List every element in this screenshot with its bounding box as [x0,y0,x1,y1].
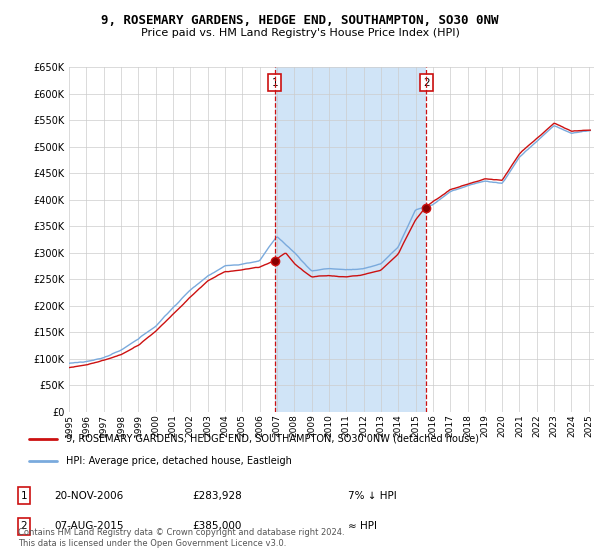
Text: 1: 1 [271,77,278,87]
Text: £385,000: £385,000 [192,521,241,531]
Text: 20-NOV-2006: 20-NOV-2006 [54,491,123,501]
Text: 2: 2 [20,521,28,531]
Text: 9, ROSEMARY GARDENS, HEDGE END, SOUTHAMPTON, SO30 0NW: 9, ROSEMARY GARDENS, HEDGE END, SOUTHAMP… [101,14,499,27]
Text: Price paid vs. HM Land Registry's House Price Index (HPI): Price paid vs. HM Land Registry's House … [140,28,460,38]
Text: 9, ROSEMARY GARDENS, HEDGE END, SOUTHAMPTON, SO30 0NW (detached house): 9, ROSEMARY GARDENS, HEDGE END, SOUTHAMP… [66,434,479,444]
Text: 2: 2 [423,77,430,87]
Text: Contains HM Land Registry data © Crown copyright and database right 2024.
This d: Contains HM Land Registry data © Crown c… [18,528,344,548]
Text: 7% ↓ HPI: 7% ↓ HPI [348,491,397,501]
Text: 1: 1 [20,491,28,501]
Text: ≈ HPI: ≈ HPI [348,521,377,531]
Text: HPI: Average price, detached house, Eastleigh: HPI: Average price, detached house, East… [66,456,292,466]
Text: £283,928: £283,928 [192,491,242,501]
Bar [275,67,427,412]
Text: 07-AUG-2015: 07-AUG-2015 [54,521,124,531]
